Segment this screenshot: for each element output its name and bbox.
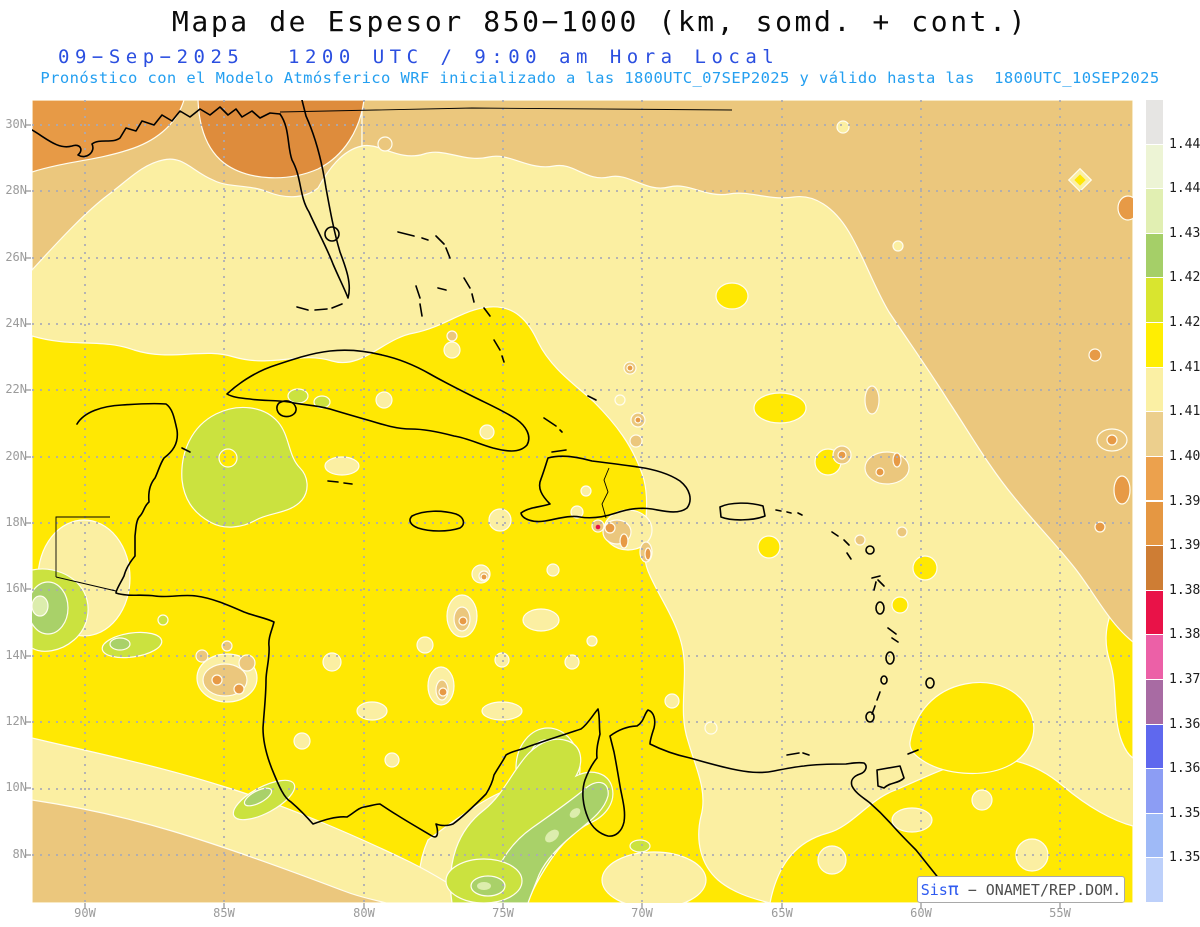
legend-band xyxy=(1146,858,1163,903)
page-title: Mapa de Espesor 850−1000 (km, somd. + co… xyxy=(171,5,1029,38)
wedge-yellow-core xyxy=(1074,174,1086,186)
legend-band xyxy=(1146,456,1163,502)
jamaica-coast xyxy=(409,510,465,532)
puerto-rico-coast xyxy=(719,502,766,521)
cozumel-island xyxy=(181,447,191,453)
graticule-grid xyxy=(32,100,1133,903)
legend-band xyxy=(1146,546,1163,591)
legend-band xyxy=(1146,501,1163,547)
legend-label: 1.362 xyxy=(1169,761,1200,777)
lon-label: 80W xyxy=(353,906,375,920)
lat-label: 8N xyxy=(12,847,27,861)
legend-band xyxy=(1146,724,1163,770)
central-south-america-coast xyxy=(76,402,963,903)
green-1422-1434-patches xyxy=(32,388,651,903)
cayman-islands xyxy=(327,480,353,485)
legend-label: 1.404 xyxy=(1169,448,1200,464)
legend-label: 1.38 xyxy=(1169,627,1200,643)
lat-label: 18N xyxy=(5,515,27,529)
legend-band xyxy=(1146,144,1163,190)
lat-label: 22N xyxy=(5,382,27,396)
valid-time: 1200 UTC / 9:00 am Hora Local xyxy=(288,46,780,68)
legend-label: 1.35 xyxy=(1169,850,1200,866)
watermark-org: ONAMET/REP.DOM. xyxy=(985,880,1122,899)
legend-band xyxy=(1146,367,1163,413)
lat-label: 24N xyxy=(5,316,27,330)
florida-keys xyxy=(296,303,343,311)
legend-label: 1.422 xyxy=(1169,315,1200,331)
watermark-badge: Sis π − ONAMET/REP.DOM. xyxy=(917,876,1125,903)
bahamas-islands xyxy=(397,231,597,433)
lat-label: 28N xyxy=(5,183,27,197)
lat-label: 20N xyxy=(5,449,27,463)
watermark-brand: Sis xyxy=(920,880,948,899)
virgin-islands xyxy=(775,509,803,516)
lat-label: 14N xyxy=(5,648,27,662)
legend-band xyxy=(1146,813,1163,859)
tobago-island xyxy=(907,749,919,755)
lat-label: 26N xyxy=(5,250,27,264)
legend-band xyxy=(1146,590,1163,636)
hispaniola-coast xyxy=(520,455,691,523)
lat-label: 30N xyxy=(5,117,27,131)
legend-label: 1.374 xyxy=(1169,671,1200,687)
pi-symbol: π xyxy=(947,879,959,900)
legend-label: 1.368 xyxy=(1169,716,1200,732)
legend-label: 1.434 xyxy=(1169,225,1200,241)
crimson-speckle xyxy=(595,524,601,530)
legend-label: 1.446 xyxy=(1169,136,1200,152)
tortuga-island xyxy=(551,449,567,453)
trinidad-coast xyxy=(876,765,905,789)
haiti-dr-border xyxy=(601,467,610,519)
lon-label: 60W xyxy=(910,906,932,920)
legend-label: 1.398 xyxy=(1169,493,1200,509)
forecast-subtitle: Pronóstico con el Modelo Atmósferico WRF… xyxy=(40,69,1160,87)
legend-label: 1.428 xyxy=(1169,270,1200,286)
legend-band xyxy=(1146,100,1163,145)
legend-label: 1.386 xyxy=(1169,582,1200,598)
lat-label: 10N xyxy=(5,780,27,794)
legend-label: 1.41 xyxy=(1169,404,1200,420)
lon-label: 75W xyxy=(492,906,514,920)
legend-label: 1.392 xyxy=(1169,538,1200,554)
legend-band xyxy=(1146,679,1163,725)
legend-band xyxy=(1146,769,1163,814)
orange-1392-1404-blobs xyxy=(32,100,1133,697)
lesser-antilles xyxy=(786,531,935,756)
lon-label: 55W xyxy=(1049,906,1071,920)
legend-band xyxy=(1146,412,1163,457)
lat-label: 16N xyxy=(5,581,27,595)
lon-label: 65W xyxy=(771,906,793,920)
lat-label: 12N xyxy=(5,714,27,728)
map-fill-layers xyxy=(32,100,1133,903)
lon-label: 90W xyxy=(74,906,96,920)
legend-band xyxy=(1146,233,1163,279)
cuba-coast xyxy=(226,349,530,452)
legend-band xyxy=(1146,278,1163,324)
isla-juventud xyxy=(276,400,297,418)
watermark-dash: − xyxy=(958,880,986,899)
legend-band xyxy=(1146,323,1163,368)
legend-label: 1.44 xyxy=(1169,181,1200,197)
legend-band xyxy=(1146,635,1163,680)
lon-label: 70W xyxy=(631,906,653,920)
lon-label: 85W xyxy=(213,906,235,920)
gulf-coast xyxy=(32,106,281,158)
valid-date: 09−Sep−2025 xyxy=(58,46,245,68)
color-scale-legend: 1.446 1.44 1.434 1.428 1.422 1.416 1.41 1.404 1.… xyxy=(1146,100,1200,903)
legend-label: 1.356 xyxy=(1169,805,1200,821)
coastlines xyxy=(32,100,963,903)
belize-guatemala-borders xyxy=(55,516,117,592)
axis-ticks xyxy=(25,124,1061,909)
state-border xyxy=(279,107,733,113)
lake-okeechobee xyxy=(324,226,340,242)
florida-coast xyxy=(279,100,351,299)
legend-label: 1.416 xyxy=(1169,359,1200,375)
legend-band xyxy=(1146,189,1163,234)
